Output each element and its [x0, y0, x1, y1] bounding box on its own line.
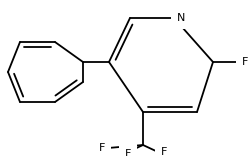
Text: F: F	[98, 143, 104, 153]
Text: N: N	[176, 13, 185, 23]
Text: F: F	[160, 147, 167, 156]
Text: F: F	[124, 149, 131, 156]
Text: F: F	[241, 57, 248, 67]
